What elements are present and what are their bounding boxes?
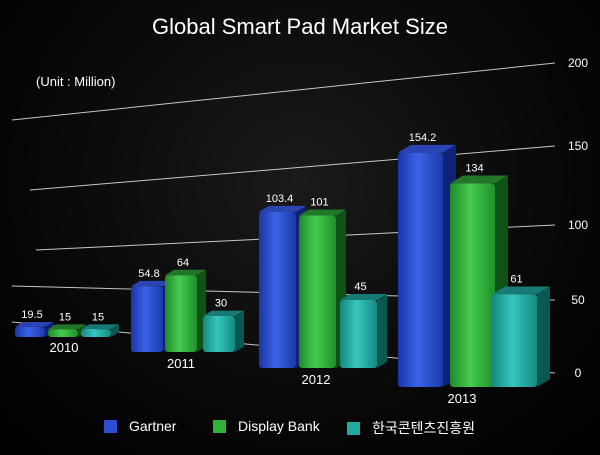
legend-label-gartner: Gartner xyxy=(129,418,177,434)
bar-side-face xyxy=(377,294,387,368)
bar-top-face xyxy=(299,209,346,216)
y-tick-label: 0 xyxy=(575,366,582,380)
legend: Gartner Display Bank 한국콘텐츠진흥원 xyxy=(0,418,600,440)
legend-label-kocca: 한국콘텐츠진흥원 xyxy=(372,420,476,436)
bar-top-face xyxy=(340,294,387,301)
bar-top-face xyxy=(81,324,119,330)
y-tick-label: 200 xyxy=(568,56,588,70)
data-label: 64 xyxy=(177,257,189,269)
bar-side-face xyxy=(111,324,119,337)
legend-item-display-bank: Display Bank xyxy=(213,418,320,434)
y-tick-label: 150 xyxy=(568,139,588,153)
bar-top-face xyxy=(203,310,244,316)
bar xyxy=(492,294,537,387)
x-tick-label: 2011 xyxy=(167,356,195,371)
bar xyxy=(15,326,45,337)
data-label: 154.2 xyxy=(409,132,437,144)
data-label: 45 xyxy=(354,281,366,293)
data-label: 134 xyxy=(465,163,483,175)
bar xyxy=(81,329,111,337)
data-label: 15 xyxy=(92,311,104,323)
data-label: 103.4 xyxy=(266,193,294,205)
bar-side-face xyxy=(235,310,244,352)
bar xyxy=(131,286,163,352)
bar xyxy=(340,300,377,368)
data-label: 15 xyxy=(59,311,71,323)
bar xyxy=(299,215,336,368)
legend-swatch-gartner xyxy=(104,419,117,433)
bar-top-face xyxy=(48,324,86,330)
data-label: 61 xyxy=(510,273,522,285)
bar xyxy=(450,183,495,387)
legend-item-kocca: 한국콘텐츠진흥원 xyxy=(347,418,475,438)
legend-item-gartner: Gartner xyxy=(104,418,176,434)
y-tick-label: 50 xyxy=(571,293,585,307)
chart-title: Global Smart Pad Market Size xyxy=(152,14,448,39)
y-tick-label: 100 xyxy=(568,218,588,232)
bar-top-face xyxy=(15,322,53,327)
x-tick-label: 2012 xyxy=(302,372,331,387)
gridline xyxy=(11,62,556,121)
bar xyxy=(203,316,235,352)
bar-top-face xyxy=(259,205,306,212)
data-label: 101 xyxy=(310,196,328,208)
bar-top-face xyxy=(398,144,456,153)
x-tick-label: 2010 xyxy=(50,340,79,355)
bar-top-face xyxy=(450,175,508,184)
bar xyxy=(165,275,197,352)
bar xyxy=(398,152,443,387)
bar-top-face xyxy=(131,280,172,287)
gridline xyxy=(29,145,556,191)
bar-side-face xyxy=(537,286,550,387)
bar-top-face xyxy=(492,286,550,295)
data-label: 54.8 xyxy=(138,268,159,280)
x-tick-label: 2013 xyxy=(448,391,477,406)
legend-swatch-display-bank xyxy=(213,419,226,433)
bar-top-face xyxy=(165,269,206,276)
legend-swatch-kocca xyxy=(347,421,360,435)
unit-note: (Unit : Million) xyxy=(36,74,116,89)
data-label: 30 xyxy=(215,298,227,310)
bar xyxy=(48,329,78,337)
data-label: 19.5 xyxy=(21,309,42,321)
bar xyxy=(259,211,296,368)
legend-label-display-bank: Display Bank xyxy=(238,418,320,434)
